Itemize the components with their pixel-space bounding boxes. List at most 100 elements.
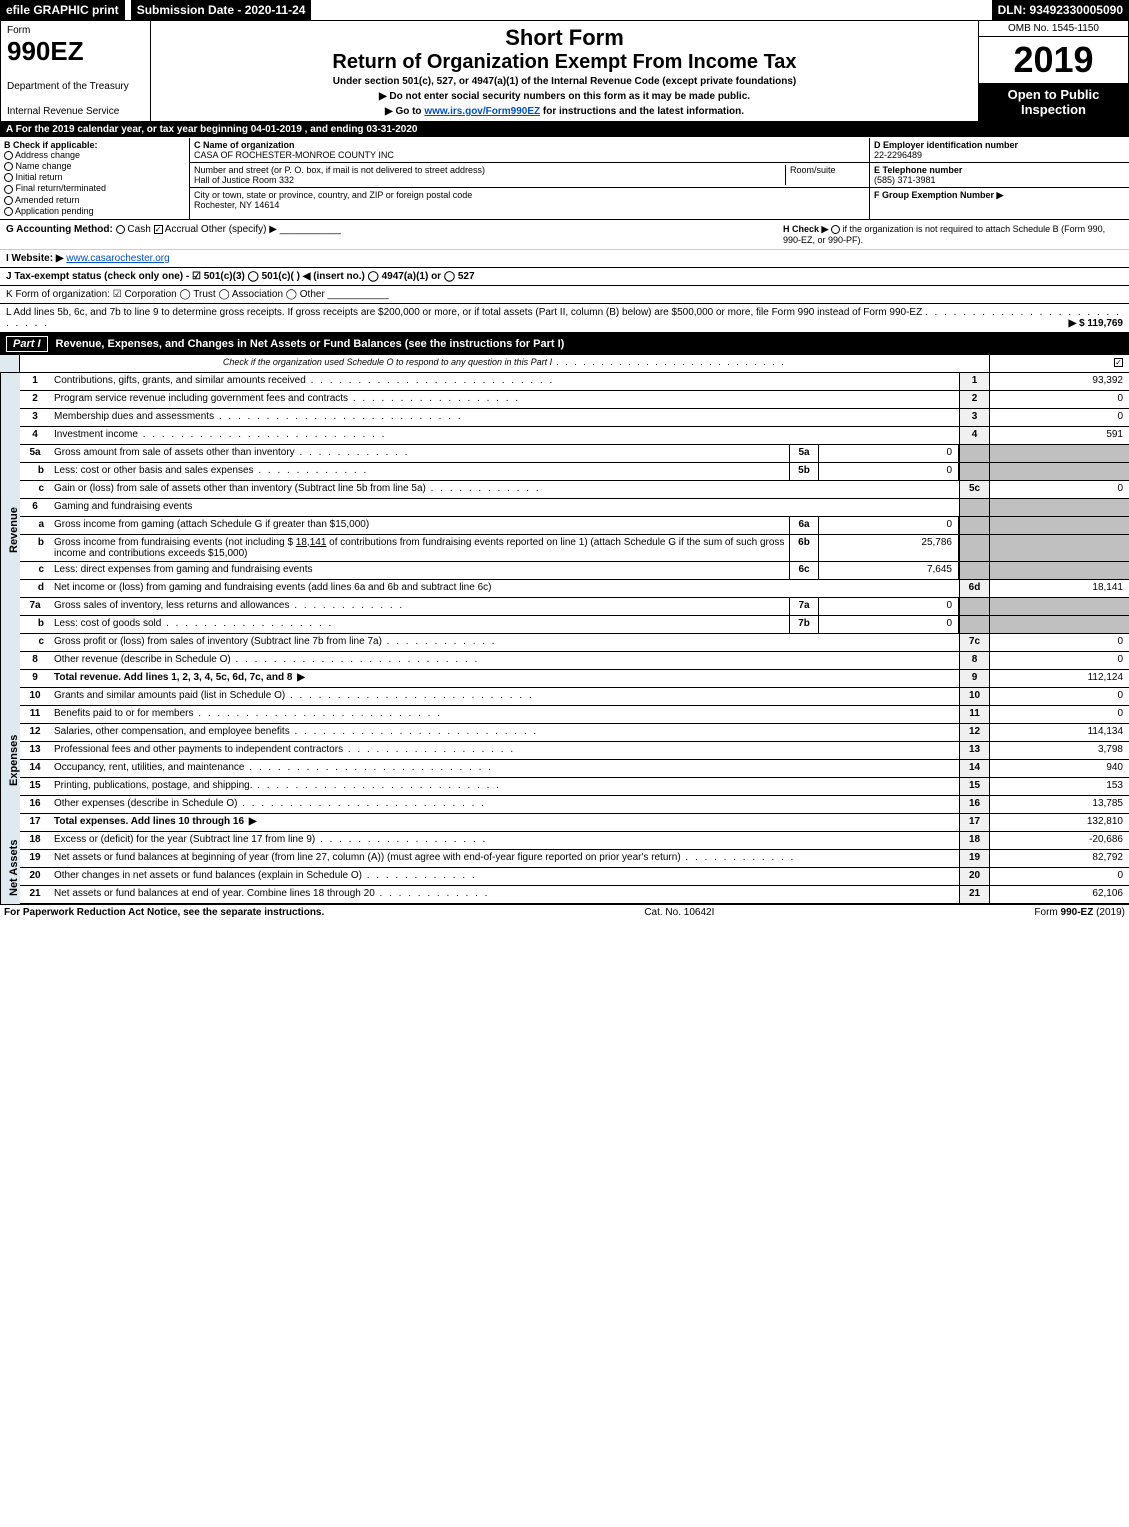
line-desc: Contributions, gifts, grants, and simila… xyxy=(50,373,959,390)
result-val: 93,392 xyxy=(989,373,1129,390)
result-val: 153 xyxy=(989,778,1129,795)
line-num: 8 xyxy=(20,652,50,669)
sub-label: 5a xyxy=(789,445,819,462)
efile-graphic-print-button[interactable]: efile GRAPHIC print xyxy=(0,0,125,20)
result-num: 10 xyxy=(959,688,989,705)
result-val: 62,106 xyxy=(989,886,1129,903)
result-num: 11 xyxy=(959,706,989,723)
sub-label: 6c xyxy=(789,562,819,579)
sub-label: 6b xyxy=(789,535,819,561)
line-desc: Occupancy, rent, utilities, and maintena… xyxy=(50,760,959,777)
line-3: 3Membership dues and assessments30 xyxy=(20,409,1129,427)
circle-icon[interactable] xyxy=(4,162,13,171)
checkbox-checked-icon[interactable]: ✓ xyxy=(1114,358,1123,367)
line-desc: Less: cost or other basis and sales expe… xyxy=(50,463,789,480)
line-desc: Gross amount from sale of assets other t… xyxy=(50,445,789,462)
circle-icon[interactable] xyxy=(4,196,13,205)
line-desc: Gross profit or (loss) from sales of inv… xyxy=(50,634,959,651)
result-num: 17 xyxy=(959,814,989,831)
sub-val: 0 xyxy=(819,616,959,633)
check-label: Amended return xyxy=(15,195,80,205)
footer-formref: Form 990-EZ (2019) xyxy=(1034,907,1125,918)
result-num: 1 xyxy=(959,373,989,390)
result-val: 0 xyxy=(989,409,1129,426)
line-desc: Net assets or fund balances at beginning… xyxy=(50,850,959,867)
line-desc: Excess or (deficit) for the year (Subtra… xyxy=(50,832,959,849)
line-num: 7a xyxy=(20,598,50,615)
result-val: 0 xyxy=(989,688,1129,705)
line-9: 9Total revenue. Add lines 1, 2, 3, 4, 5c… xyxy=(20,670,1129,688)
line-num: 1 xyxy=(20,373,50,390)
line-desc: Net income or (loss) from gaming and fun… xyxy=(50,580,959,597)
line-18: 18Excess or (deficit) for the year (Subt… xyxy=(20,832,1129,850)
line-desc: Investment income xyxy=(50,427,959,444)
box-g-label: G Accounting Method: xyxy=(6,224,113,235)
org-street: Hall of Justice Room 332 xyxy=(194,175,785,185)
box-l-text: L Add lines 5b, 6c, and 7b to line 9 to … xyxy=(6,307,922,318)
circle-icon[interactable] xyxy=(831,225,840,234)
box-c-city-label: City or town, state or province, country… xyxy=(194,190,865,200)
result-num-blank xyxy=(959,517,989,534)
line-2: 2Program service revenue including gover… xyxy=(20,391,1129,409)
line-11: 11Benefits paid to or for members110 xyxy=(20,706,1129,724)
line-6: 6Gaming and fundraising events xyxy=(20,499,1129,517)
part1-check-row: Check if the organization used Schedule … xyxy=(0,355,1129,373)
line-desc: Benefits paid to or for members xyxy=(50,706,959,723)
sub-label: 7a xyxy=(789,598,819,615)
sub-label: 6a xyxy=(789,517,819,534)
side-spacer xyxy=(0,355,20,372)
line-19: 19Net assets or fund balances at beginni… xyxy=(20,850,1129,868)
result-val-blank xyxy=(989,445,1129,462)
box-l-amount: ▶ $ 119,769 xyxy=(1069,318,1123,329)
result-num: 3 xyxy=(959,409,989,426)
submission-date-label: Submission Date - 2020-11-24 xyxy=(131,0,312,20)
line-num: d xyxy=(20,580,50,597)
result-val: 940 xyxy=(989,760,1129,777)
circle-icon[interactable] xyxy=(4,185,13,194)
sub-val: 0 xyxy=(819,445,959,462)
box-e-label: E Telephone number xyxy=(874,165,1125,175)
result-val-blank xyxy=(989,463,1129,480)
circle-icon[interactable] xyxy=(4,173,13,182)
result-val: 0 xyxy=(989,634,1129,651)
box-d-label: D Employer identification number xyxy=(874,140,1125,150)
result-num: 2 xyxy=(959,391,989,408)
result-num: 12 xyxy=(959,724,989,741)
box-h-label: H Check ▶ xyxy=(783,224,828,234)
page-footer: For Paperwork Reduction Act Notice, see … xyxy=(0,904,1129,920)
box-g: G Accounting Method: Cash ✓ Accrual Othe… xyxy=(6,224,783,245)
website-link[interactable]: www.casarochester.org xyxy=(66,253,169,264)
box-i-label: I Website: ▶ xyxy=(6,253,64,264)
room-suite-label: Room/suite xyxy=(785,165,865,185)
open-public-badge: Open to Public Inspection xyxy=(979,83,1128,121)
check-final-return: Final return/terminated xyxy=(4,183,185,193)
row-i-website: I Website: ▶ www.casarochester.org xyxy=(0,250,1129,268)
checkbox-checked-icon[interactable]: ✓ xyxy=(154,225,163,234)
line-6c: cLess: direct expenses from gaming and f… xyxy=(20,562,1129,580)
line-desc: Printing, publications, postage, and shi… xyxy=(50,778,959,795)
tax-year: 2019 xyxy=(979,37,1128,83)
sub-label: 7b xyxy=(789,616,819,633)
row-k-form-org: K Form of organization: ☑ Corporation ◯ … xyxy=(0,286,1129,304)
irs-link[interactable]: www.irs.gov/Form990EZ xyxy=(424,106,540,117)
line-desc: Net assets or fund balances at end of ye… xyxy=(50,886,959,903)
result-val: 112,124 xyxy=(989,670,1129,687)
result-val-blank xyxy=(989,499,1129,516)
line-num: 10 xyxy=(20,688,50,705)
result-val: 0 xyxy=(989,481,1129,498)
check-schedule-o-text: Check if the organization used Schedule … xyxy=(20,355,989,372)
do-not-enter-text: ▶ Do not enter social security numbers o… xyxy=(159,91,970,102)
circle-icon[interactable] xyxy=(4,151,13,160)
under-section-text: Under section 501(c), 527, or 4947(a)(1)… xyxy=(159,76,970,87)
result-val: 114,134 xyxy=(989,724,1129,741)
result-num: 4 xyxy=(959,427,989,444)
line-num: c xyxy=(20,481,50,498)
line-10: 10Grants and similar amounts paid (list … xyxy=(20,688,1129,706)
box-f-label: F Group Exemption Number ▶ xyxy=(874,190,1125,201)
line-7c: cGross profit or (loss) from sales of in… xyxy=(20,634,1129,652)
circle-icon[interactable] xyxy=(116,225,125,234)
check-label: Final return/terminated xyxy=(16,183,107,193)
dept-treasury: Department of the Treasury xyxy=(7,81,144,92)
circle-icon[interactable] xyxy=(4,207,13,216)
line-7b: bLess: cost of goods sold7b0 xyxy=(20,616,1129,634)
